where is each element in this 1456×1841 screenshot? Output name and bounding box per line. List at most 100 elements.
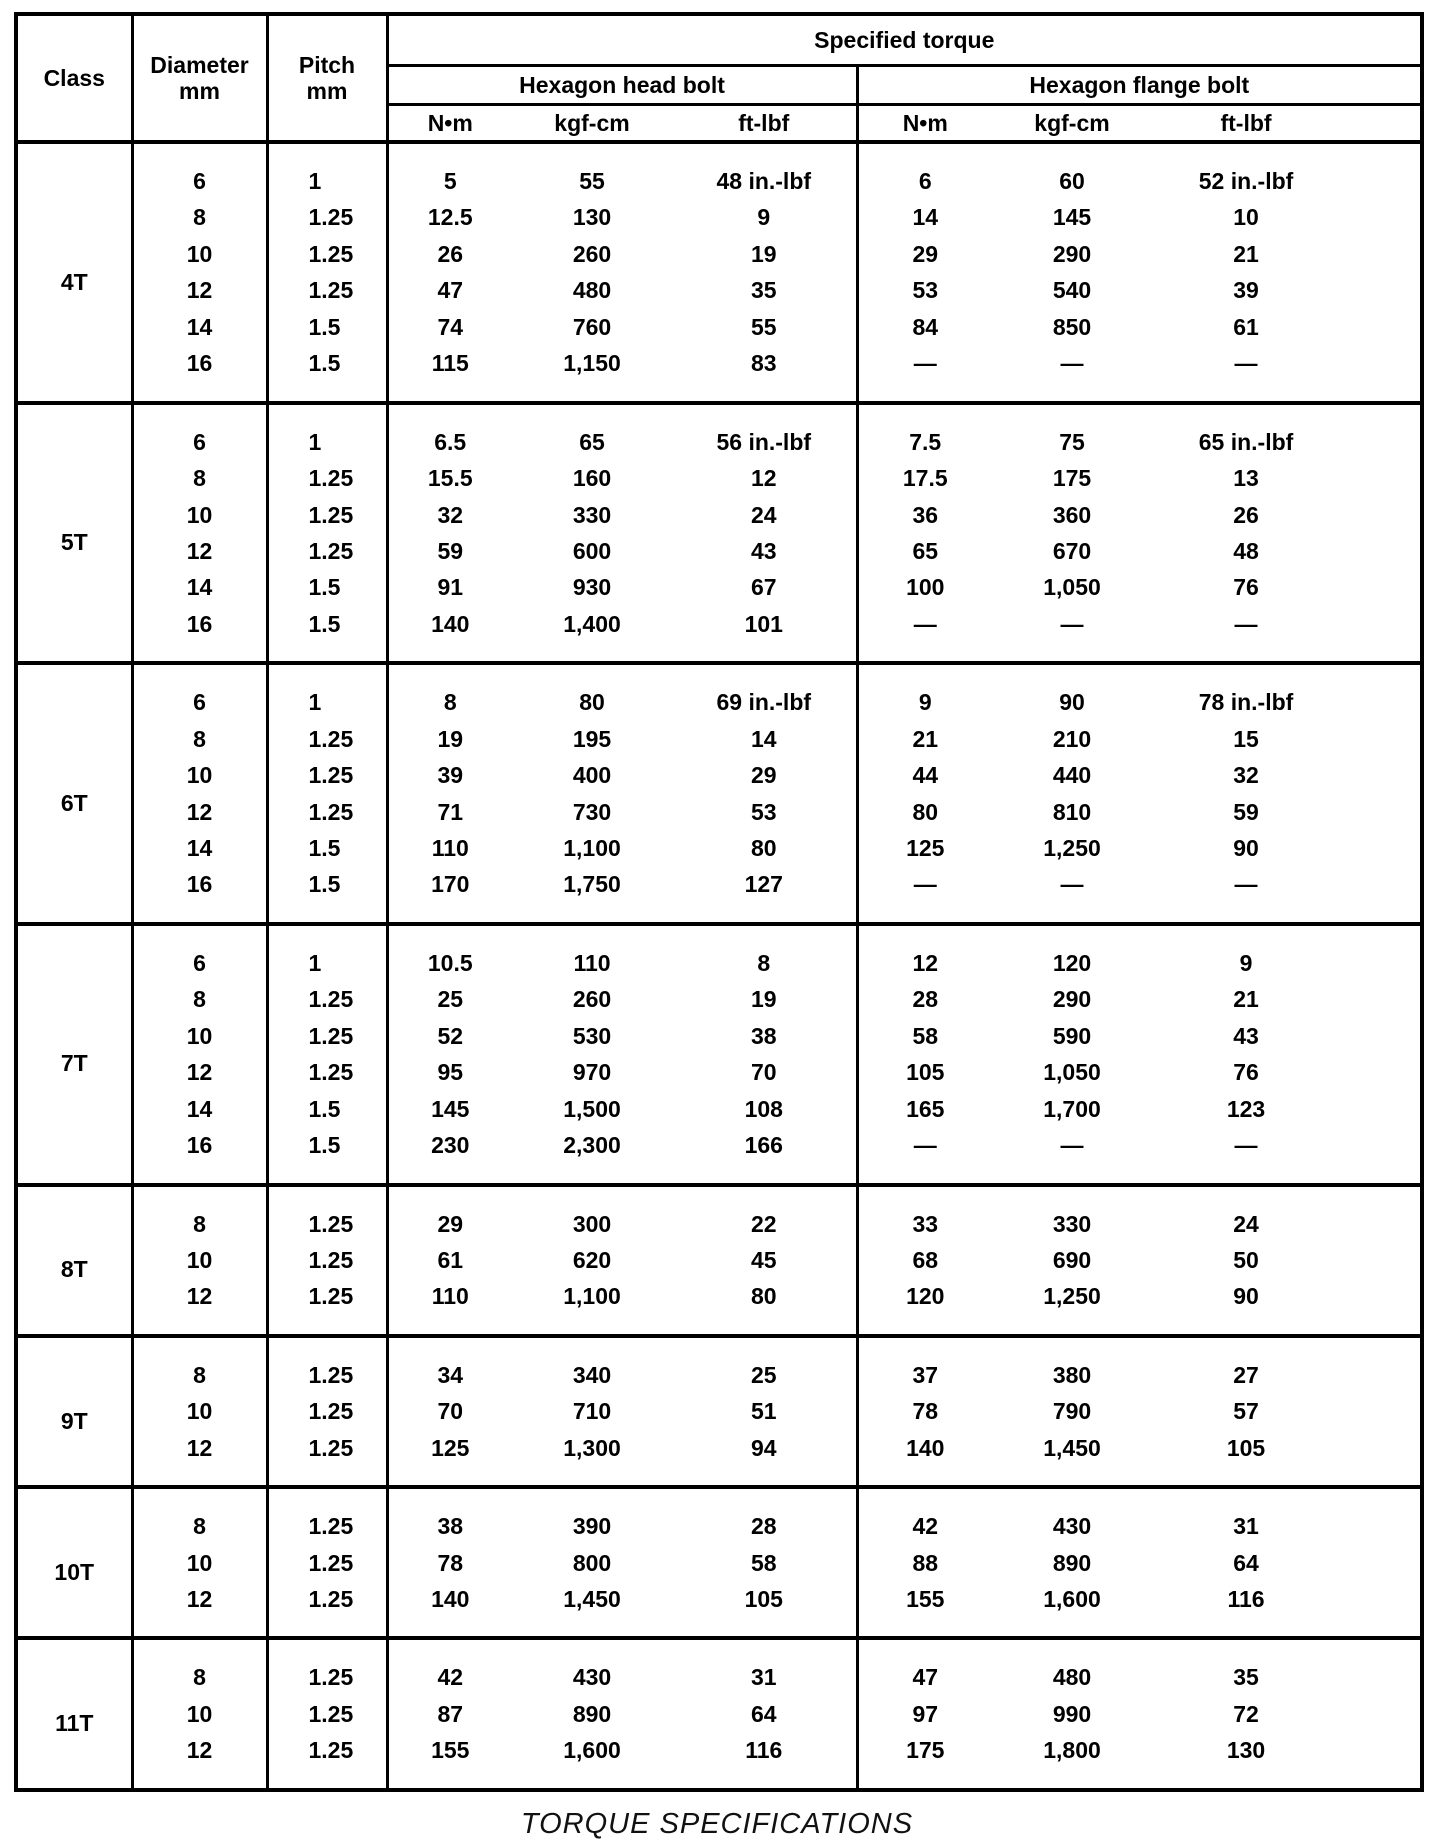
flange-kgfcm-cell: 480 [1052,1664,1092,1691]
flange-kgfcm-cell: 810 [1052,798,1092,825]
head-ftlbf-cell: 25 [672,1335,859,1394]
diameter-cell: 6 [132,142,269,200]
head-ftlbf-cell: 80 [672,1278,859,1336]
flange-ftlbf-cell: 61 [1233,313,1259,340]
head-kgfcm-cell: 55 [579,168,605,194]
flange-kgfcm-cell: 175 [1052,465,1092,492]
diameter-cell: 14 [132,1090,269,1128]
table-header: Class Diameter mm Pitch mm Specified tor… [16,14,1423,142]
flange-nm-cell: 53 [912,277,939,304]
class-label: 4T [16,142,134,403]
flange-ftlbf-cell: 90 [1233,1283,1259,1310]
head-kgfcm-cell: 600 [572,537,612,564]
class-section-8t: 8T 8 1.25 29 300 22 33 330 24 10 1.25 61 620 45 68 690 5… [16,1184,1423,1336]
head-ftlbf-cell: 70 [672,1054,859,1091]
head-kgfcm-cell: 390 [572,1513,612,1540]
head-ftlbf-cell: 38 [672,1017,859,1055]
head-ftlbf-cell: 69 in.-lbf [672,663,859,721]
class-label: 9T [16,1335,134,1488]
flange-kgfcm-cell: 1,800 [1043,1737,1101,1764]
pitch-cell: 1.25 [267,793,389,830]
class-label: 11T [16,1638,134,1790]
col-header-pitch: Pitch mm [267,14,389,142]
head-nm-cell: 42 [437,1664,464,1691]
head-ftlbf-cell: 83 [672,345,859,403]
table-row: 12 1.25 59 600 43 65 670 48 [16,532,1422,570]
flange-ftlbf-cell: 10 [1233,204,1259,231]
head-nm-cell: 91 [437,574,464,601]
header-row-3: N•m kgf-cm ft-lbf N•m kgf-cm ft-lbf [16,104,1422,142]
flange-nm-cell: 36 [912,501,939,528]
head-ftlbf-cell: 12 [672,460,859,497]
table-row: 6T 6 1 8 80 69 in.-lbf 9 90 78 in.-lbf [16,663,1422,924]
head-kgfcm-cell: 530 [572,1022,612,1049]
flange-kgfcm-cell: 1,050 [1043,574,1101,601]
class-section-4t: 4T 6 1 5 55 48 in.-lbf 6 60 52 in.-lbf 8 1.25 12.5 1… [16,142,1423,403]
flange-nm-cell: 65 [912,537,939,564]
flange-ftlbf-cell: 21 [1233,240,1259,267]
diameter-cell: 8 [132,720,269,758]
col-header-flange-nm: N•m [902,109,948,136]
head-kgfcm-cell: 160 [572,465,612,492]
flange-nm-cell: 100 [906,574,945,601]
table-row: 12 1.25 125 1,300 94 140 1,450 105 [16,1429,1422,1488]
table-row: 10 1.25 52 530 38 58 590 43 [16,1017,1422,1055]
head-ftlbf-cell: 166 [672,1127,859,1185]
head-nm-cell: 95 [437,1059,464,1086]
head-nm-cell: 10.5 [427,949,473,976]
flange-kgfcm-cell: 670 [1052,537,1092,564]
head-ftlbf-cell: 101 [672,605,859,664]
table-row: 10 1.25 39 400 29 44 440 32 [16,757,1422,794]
head-ftlbf-cell: 127 [672,866,859,924]
flange-kgfcm-cell: 210 [1052,725,1092,752]
head-kgfcm-cell: 195 [572,725,612,752]
head-nm-cell: 125 [431,1434,470,1461]
flange-kgfcm-cell: 1,250 [1043,1283,1101,1310]
head-kgfcm-cell: 760 [572,313,612,340]
flange-ftlbf-cell: 32 [1233,762,1259,789]
head-ftlbf-cell: 56 in.-lbf [672,402,859,461]
flange-nm-cell: 7.5 [909,428,942,455]
flange-kgfcm-cell: 120 [1052,949,1092,976]
head-nm-cell: 34 [437,1361,464,1388]
table-row: 8 1.25 19 195 14 21 210 15 [16,720,1422,758]
pitch-cell: 1.25 [267,1544,389,1581]
head-kgfcm-cell: 2,300 [563,1132,621,1159]
flange-ftlbf-cell: 35 [1233,1664,1259,1691]
pitch-cell: 1.25 [267,1017,389,1055]
flange-nm-cell: 9 [918,689,932,716]
pitch-cell: 1.25 [267,1184,389,1242]
pitch-cell: 1.25 [267,1278,389,1336]
flange-ftlbf-cell: 116 [1227,1586,1265,1612]
flange-nm-cell: 120 [906,1283,945,1310]
head-ftlbf-cell: 64 [672,1695,859,1733]
head-nm-cell: 26 [437,240,464,267]
pitch-cell: 1.25 [267,460,389,497]
head-ftlbf-cell: 22 [672,1184,859,1242]
flange-kgfcm-cell: 1,600 [1043,1586,1101,1612]
table-row: 11T 8 1.25 42 430 31 47 480 35 [16,1638,1422,1790]
flange-ftlbf-cell: 130 [1226,1737,1266,1764]
diameter-cell: 12 [132,1732,269,1790]
pitch-cell: 1.5 [267,605,389,664]
head-ftlbf-cell: 51 [672,1393,859,1430]
pitch-label: Pitch [298,51,356,78]
pitch-cell: 1.25 [267,199,389,236]
head-ftlbf-cell: 43 [672,532,859,570]
diameter-cell: 12 [132,793,269,830]
head-nm-cell: 5 [443,168,457,194]
header-row-2: Hexagon head bolt Hexagon flange bolt [16,65,1423,106]
head-nm-cell: 25 [437,986,464,1013]
torque-spec-table: Class Diameter mm Pitch mm Specified tor… [14,12,1425,1792]
head-ftlbf-cell: 80 [672,830,859,867]
flange-nm-cell: 165 [906,1095,945,1122]
class-label: 10T [16,1487,134,1639]
diameter-unit-label: mm [179,78,220,104]
head-kgfcm-cell: 110 [573,949,611,976]
flange-kgfcm-cell: 540 [1052,277,1092,304]
diameter-cell: 8 [132,199,269,236]
flange-kgfcm-cell: 440 [1052,762,1092,789]
table-row: 16 1.5 170 1,750 127 — — — [16,866,1422,924]
diameter-cell: 8 [132,1335,269,1394]
head-ftlbf-cell: 24 [672,496,859,533]
